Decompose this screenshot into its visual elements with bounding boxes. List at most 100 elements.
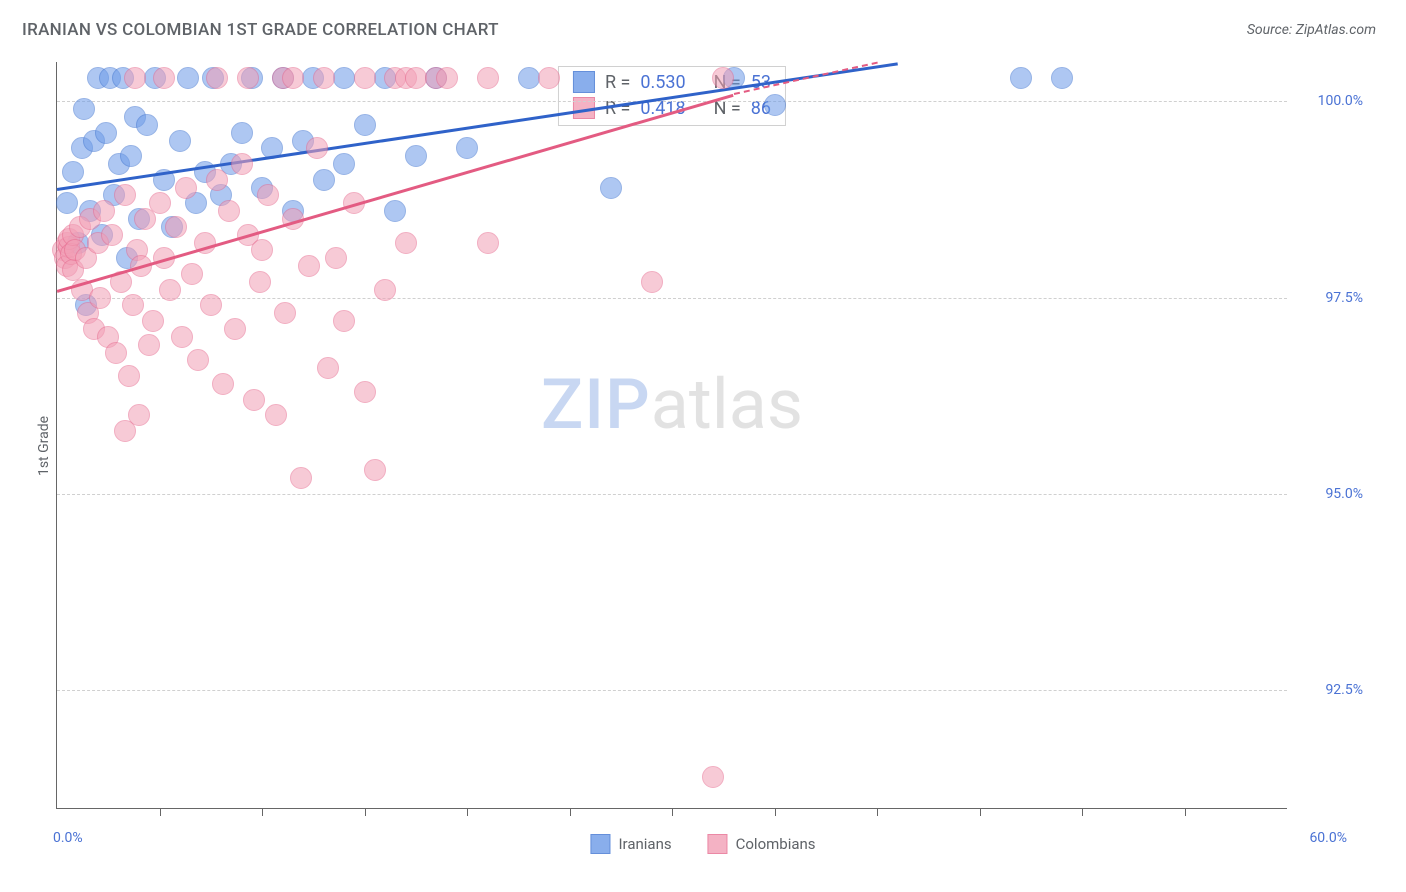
swatch-colombians — [708, 834, 728, 854]
scatter-point — [313, 169, 335, 191]
scatter-point — [265, 404, 287, 426]
scatter-point — [282, 67, 304, 89]
scatter-point — [101, 224, 123, 246]
scatter-point — [251, 239, 273, 261]
gridline — [57, 101, 1287, 102]
scatter-point — [231, 153, 253, 175]
scatter-point — [200, 294, 222, 316]
scatter-point — [395, 232, 417, 254]
scatter-point — [456, 137, 478, 159]
scatter-point — [212, 373, 234, 395]
scatter-point — [122, 294, 144, 316]
scatter-point — [333, 310, 355, 332]
scatter-point — [306, 137, 328, 159]
scatter-point — [142, 310, 164, 332]
swatch-iranians — [573, 71, 595, 93]
legend-label-colombians: Colombians — [736, 835, 816, 853]
scatter-point — [257, 184, 279, 206]
scatter-point — [538, 67, 560, 89]
scatter-point — [325, 247, 347, 269]
scatter-point — [89, 287, 111, 309]
watermark: ZIPatlas — [541, 364, 803, 446]
gridline — [57, 494, 1287, 495]
legend-item-colombians: Colombians — [708, 834, 816, 854]
scatter-point — [600, 177, 622, 199]
scatter-point — [249, 271, 271, 293]
scatter-point — [290, 467, 312, 489]
scatter-point — [354, 381, 376, 403]
swatch-iranians — [590, 834, 610, 854]
scatter-point — [120, 145, 142, 167]
y-tick-label: 100.0% — [1303, 93, 1363, 109]
x-axis-min-label: 0.0% — [53, 830, 83, 846]
watermark-zip: ZIP — [541, 364, 651, 446]
scatter-point — [405, 67, 427, 89]
scatter-point — [1010, 67, 1032, 89]
scatter-point — [702, 766, 724, 788]
chart-title: IRANIAN VS COLOMBIAN 1ST GRADE CORRELATI… — [22, 20, 499, 40]
x-tick — [262, 808, 263, 816]
source-name: ZipAtlas.com — [1296, 22, 1376, 38]
scatter-point — [105, 342, 127, 364]
scatter-point — [274, 302, 296, 324]
gridline — [57, 690, 1287, 691]
scatter-point — [354, 114, 376, 136]
legend-label-iranians: Iranians — [618, 835, 671, 853]
x-tick — [1185, 808, 1186, 816]
scatter-point — [73, 98, 95, 120]
scatter-point — [175, 177, 197, 199]
series-legend: Iranians Colombians — [590, 834, 815, 854]
scatter-point — [218, 200, 240, 222]
scatter-point — [165, 216, 187, 238]
watermark-atlas: atlas — [651, 364, 803, 446]
x-tick — [877, 808, 878, 816]
scatter-point — [56, 192, 78, 214]
scatter-point — [1051, 67, 1073, 89]
scatter-point — [477, 67, 499, 89]
scatter-point — [118, 365, 140, 387]
scatter-point — [333, 67, 355, 89]
scatter-point — [405, 145, 427, 167]
scatter-point — [114, 184, 136, 206]
scatter-point — [384, 200, 406, 222]
scatter-point — [641, 271, 663, 293]
plot-area: ZIPatlas R = 0.530 N = 53 R = 0.418 N = … — [56, 62, 1287, 809]
scatter-point — [181, 263, 203, 285]
scatter-point — [298, 255, 320, 277]
scatter-point — [477, 232, 499, 254]
scatter-point — [764, 94, 786, 116]
scatter-point — [95, 122, 117, 144]
scatter-point — [224, 318, 246, 340]
scatter-point — [153, 67, 175, 89]
y-axis-label: 1st Grade — [36, 416, 52, 476]
scatter-point — [364, 459, 386, 481]
scatter-point — [231, 122, 253, 144]
scatter-point — [177, 67, 199, 89]
x-tick — [365, 808, 366, 816]
x-tick — [467, 808, 468, 816]
scatter-point — [136, 114, 158, 136]
scatter-point — [62, 161, 84, 183]
scatter-point — [169, 130, 191, 152]
scatter-point — [171, 326, 193, 348]
legend-item-iranians: Iranians — [590, 834, 671, 854]
x-axis-max-label: 60.0% — [1309, 830, 1347, 846]
x-tick — [570, 808, 571, 816]
y-tick-label: 95.0% — [1303, 486, 1363, 502]
x-tick — [672, 808, 673, 816]
x-tick — [160, 808, 161, 816]
scatter-point — [712, 67, 734, 89]
x-tick — [775, 808, 776, 816]
scatter-point — [374, 279, 396, 301]
gridline — [57, 298, 1287, 299]
scatter-point — [138, 334, 160, 356]
scatter-point — [128, 404, 150, 426]
scatter-point — [237, 67, 259, 89]
scatter-point — [149, 192, 171, 214]
r-label: R = — [605, 72, 630, 93]
scatter-point — [354, 67, 376, 89]
scatter-point — [518, 67, 540, 89]
scatter-point — [243, 389, 265, 411]
y-tick-label: 97.5% — [1303, 290, 1363, 306]
scatter-point — [93, 200, 115, 222]
